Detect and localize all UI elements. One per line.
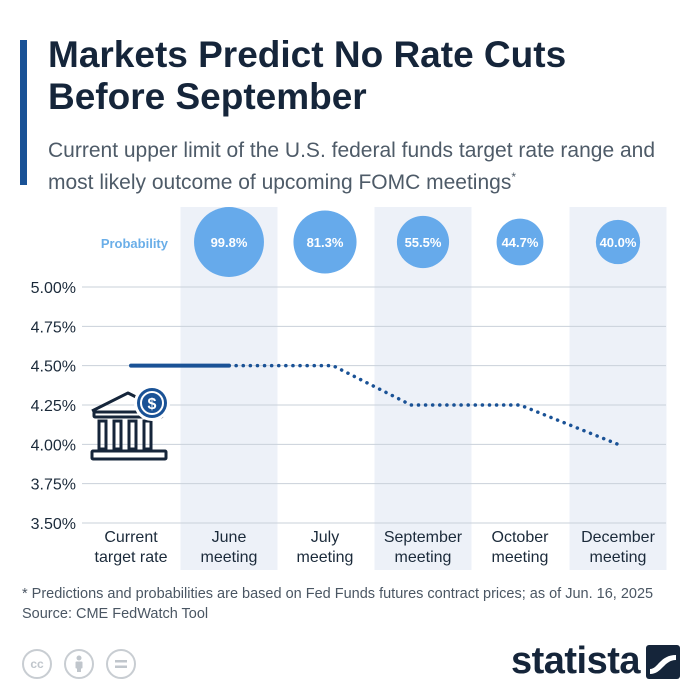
probability-value: 99.8% <box>211 235 248 250</box>
accent-bar <box>20 40 27 185</box>
x-category-label: meeting <box>201 549 258 566</box>
probability-value: 40.0% <box>600 235 637 250</box>
footnote-block: * Predictions and probabilities are base… <box>22 584 692 624</box>
y-tick-label: 3.50% <box>31 516 76 533</box>
probability-label: Probability <box>101 236 169 251</box>
probability-value: 44.7% <box>502 235 539 250</box>
series-line-dotted <box>227 363 620 447</box>
y-tick-label: 4.75% <box>31 319 76 336</box>
x-category-label: December <box>581 529 655 546</box>
x-category-label: September <box>384 529 463 546</box>
y-tick-label: 4.50% <box>31 359 76 376</box>
x-category-label: meeting <box>590 549 647 566</box>
x-category-label: meeting <box>395 549 452 566</box>
footnote-text: * Predictions and probabilities are base… <box>22 586 654 602</box>
probability-value: 81.3% <box>307 235 344 250</box>
x-category-label: June <box>212 529 247 546</box>
chart-title: Markets Predict No Rate Cuts Before Sept… <box>48 34 567 117</box>
statista-logo-icon[interactable] <box>646 645 680 679</box>
rate-chart: 5.00% 4.75% 4.50% 4.25% 4.00% 3.75% 3.50% Proba… <box>31 207 667 570</box>
statista-logo-text[interactable]: statista <box>510 640 641 682</box>
subtitle-footnote-marker: * <box>511 170 517 184</box>
probability-bubble <box>293 210 357 274</box>
no-derivatives-icon[interactable] <box>106 649 136 679</box>
y-tick-label: 3.75% <box>31 477 76 494</box>
bank-dollar-icon: $ <box>90 385 170 461</box>
cc-icon[interactable]: cc <box>22 649 52 679</box>
x-category-label: Current <box>104 529 158 546</box>
y-tick-label: 4.25% <box>31 398 76 415</box>
attribution-icon[interactable] <box>64 649 94 679</box>
x-category-label: October <box>492 529 550 546</box>
probability-bubble <box>496 218 544 266</box>
probability-value: 55.5% <box>405 235 442 250</box>
x-category-label: July <box>311 529 339 546</box>
source-text: Source: CME FedWatch Tool <box>22 606 209 622</box>
svg-text:$: $ <box>148 396 157 413</box>
x-category-label: target rate <box>95 549 168 566</box>
category-band <box>569 207 667 570</box>
probability-bubble <box>595 219 641 265</box>
y-tick-label: 5.00% <box>31 280 76 297</box>
x-category-label: meeting <box>492 549 549 566</box>
subtitle-text: Current upper limit of the U.S. federal … <box>48 139 656 194</box>
probability-bubble <box>396 215 450 269</box>
probability-bubble <box>194 207 264 277</box>
chart-subtitle: Current upper limit of the U.S. federal … <box>48 138 693 196</box>
x-category-label: meeting <box>297 549 354 566</box>
y-tick-label: 4.00% <box>31 437 76 454</box>
